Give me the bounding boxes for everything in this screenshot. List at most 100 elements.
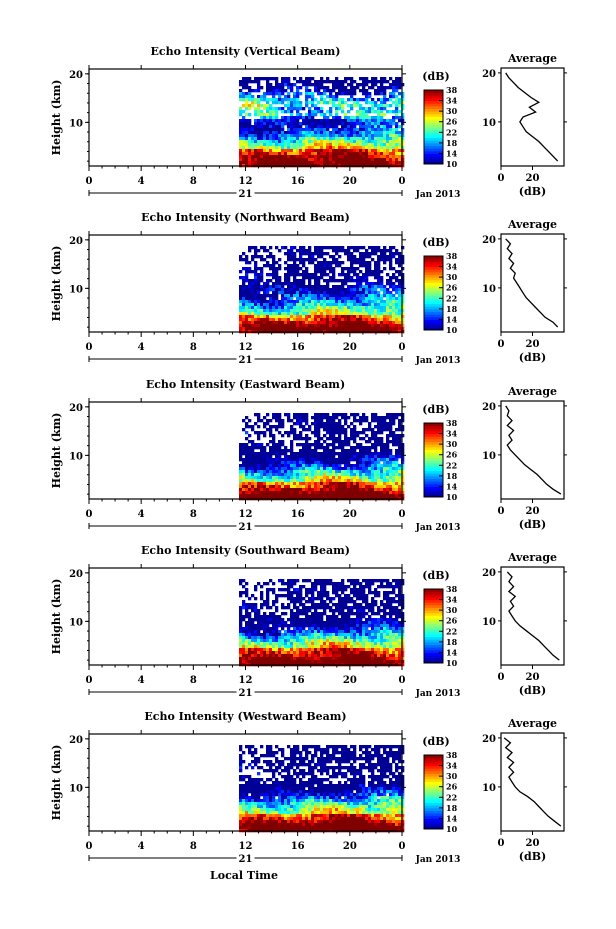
heatmap-cell — [263, 128, 267, 132]
heatmap-cell — [374, 461, 378, 465]
heatmap-cell — [329, 609, 333, 613]
heatmap-cell — [323, 413, 327, 417]
heatmap-cell — [353, 588, 357, 592]
heatmap-cell — [308, 152, 312, 156]
heatmap-cell — [395, 482, 399, 486]
heatmap-cell — [368, 452, 372, 456]
heatmap-cell — [266, 149, 270, 153]
heatmap-cell — [308, 137, 312, 141]
heatmap-cell — [260, 449, 264, 453]
heatmap-cell — [251, 294, 255, 298]
heatmap-cell — [296, 152, 300, 156]
heatmap-cell — [293, 252, 297, 256]
heatmap-cell — [284, 476, 288, 480]
heatmap-cell — [311, 122, 315, 126]
heatmap-cell — [314, 419, 318, 423]
colorbar-step — [424, 303, 443, 307]
heatmap-cell — [299, 449, 303, 453]
heatmap-cell — [383, 255, 387, 259]
heatmap-cell — [317, 270, 321, 274]
heatmap-cell — [392, 137, 396, 141]
heatmap-cell — [365, 95, 369, 99]
heatmap-cell — [377, 609, 381, 613]
heatmap-cell — [383, 494, 387, 498]
heatmap-cell — [323, 312, 327, 316]
heatmap-cell — [332, 479, 336, 483]
panel-3: Echo Intensity (Eastward Beam)1020Height… — [50, 378, 567, 533]
heatmap-cell — [290, 294, 294, 298]
heatmap-cell — [392, 476, 396, 480]
heatmap-cell — [386, 152, 390, 156]
heatmap-cell — [314, 267, 318, 271]
heatmap-cell — [329, 488, 333, 492]
heatmap-cell — [374, 437, 378, 441]
colorbar-step — [424, 311, 443, 315]
heatmap-cell — [293, 618, 297, 622]
heatmap-cell — [242, 324, 246, 328]
heatmap-cell — [341, 122, 345, 126]
heatmap-cell — [401, 140, 405, 144]
heatmap-cell — [368, 425, 372, 429]
heatmap-cell — [395, 594, 399, 598]
profile-x-tick-label: 20 — [526, 506, 540, 517]
heatmap-cell — [362, 279, 366, 283]
heatmap-cell — [356, 297, 360, 301]
heatmap-cell — [392, 588, 396, 592]
heatmap-cell — [296, 297, 300, 301]
heatmap-cell — [362, 116, 366, 120]
heatmap-cell — [353, 585, 357, 589]
heatmap-cell — [338, 491, 342, 495]
day-label: 21 — [239, 522, 253, 533]
heatmap-cell — [344, 413, 348, 417]
heatmap-cell — [290, 452, 294, 456]
heatmap-cell — [242, 488, 246, 492]
heatmap-cell — [257, 134, 261, 138]
heatmap-cell — [353, 603, 357, 607]
heatmap-cell — [290, 89, 294, 93]
heatmap-cell — [254, 252, 258, 256]
heatmap-cell — [272, 488, 276, 492]
heatmap-cell — [320, 98, 324, 102]
heatmap-cell — [320, 603, 324, 607]
heatmap-cell — [320, 158, 324, 162]
heatmap-cell — [335, 125, 339, 129]
heatmap-cell — [353, 279, 357, 283]
heatmap-cell — [281, 327, 285, 331]
heatmap-cell — [362, 476, 366, 480]
heatmap-cell — [341, 279, 345, 283]
heatmap-cell — [401, 612, 405, 616]
heatmap-cell — [320, 246, 324, 250]
heatmap-cell — [317, 282, 321, 286]
heatmap-cell — [275, 455, 279, 459]
heatmap-cell — [293, 125, 297, 129]
day-label-bg — [236, 353, 255, 364]
heatmap-cell — [263, 600, 267, 604]
heatmap-cell — [311, 485, 315, 489]
heatmap-cell — [362, 149, 366, 153]
heatmap-cell — [341, 267, 345, 271]
heatmap-cell — [383, 606, 387, 610]
heatmap-cell — [398, 312, 402, 316]
heatmap-cell — [296, 452, 300, 456]
heatmap-cell — [257, 470, 261, 474]
heatmap-cell — [251, 455, 255, 459]
heatmap-cell — [362, 585, 366, 589]
heatmap-cell — [317, 83, 321, 87]
heatmap-cell — [278, 488, 282, 492]
heatmap-cell — [278, 291, 282, 295]
heatmap-cell — [362, 152, 366, 156]
heatmap-cell — [356, 594, 360, 598]
heatmap-cell — [260, 98, 264, 102]
heatmap-cell — [368, 606, 372, 610]
heatmap-cell — [293, 258, 297, 262]
heatmap-cell — [341, 249, 345, 253]
heatmap-cell — [353, 413, 357, 417]
heatmap-cell — [305, 443, 309, 447]
heatmap-cell — [251, 327, 255, 331]
heatmap-cell — [386, 476, 390, 480]
heatmap-cell — [392, 288, 396, 292]
heatmap-cell — [398, 288, 402, 292]
heatmap-cell — [263, 119, 267, 123]
heatmap-cell — [266, 443, 270, 447]
